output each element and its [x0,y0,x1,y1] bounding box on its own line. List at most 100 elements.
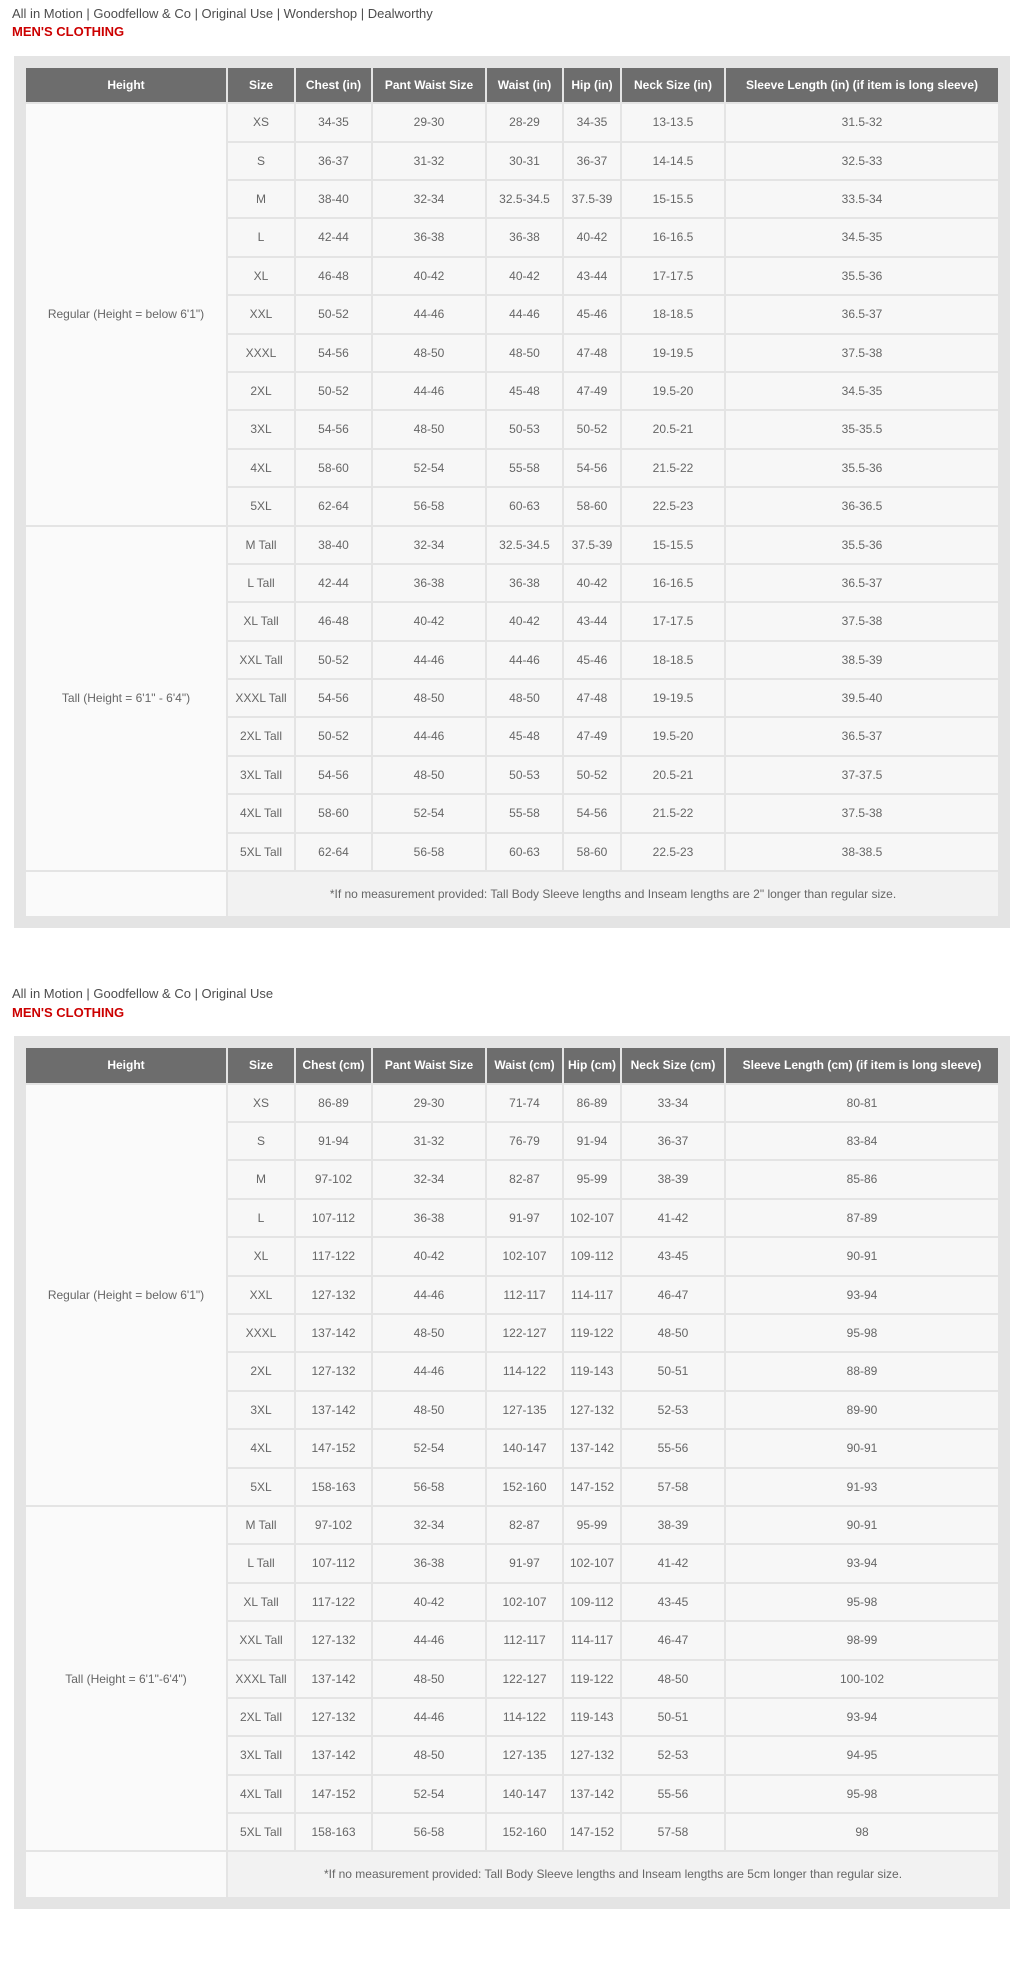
size-cell: 2XL Tall [228,718,294,755]
measurement-cell: 119-143 [564,1698,620,1736]
measurement-cell: 95-98 [726,1315,998,1352]
size-cell: XXL Tall [228,641,294,679]
measurement-cell: 102-107 [487,1238,562,1275]
measurement-cell: 137-142 [296,1391,371,1429]
size-cell: L [228,219,294,256]
measurement-cell: 50-52 [564,411,620,448]
measurement-cell: 38-40 [296,181,371,218]
size-cell: XS [228,104,294,141]
measurement-cell: 89-90 [726,1391,998,1429]
table-row: Regular (Height = below 6'1") XS 34-35 29-3… [26,104,998,525]
table-row: S 36-37 31-32 30-31 36-37 14-14.5 32.5-33 [26,142,998,180]
measurement-cell: 40-42 [564,564,620,602]
column-header-neck-size-cm: Neck Size (cm) [622,1048,724,1083]
measurement-cell: 47-48 [564,334,620,371]
table-row: 4XL 58-60 52-54 55-58 54-56 21.5-22 35.5-36 [26,449,998,487]
measurement-cell: 119-122 [564,1315,620,1352]
measurement-cell: 37.5-38 [726,603,998,640]
footnote-row: *If no measurement provided: Tall Body S… [26,872,998,917]
height-group-label: Tall (Height = 6'1" - 6'4") [26,526,226,871]
measurement-cell: 21.5-22 [622,449,724,487]
measurement-cell: 58-60 [564,488,620,525]
measurement-cell: 44-46 [373,296,485,333]
measurement-cell: 152-160 [487,1468,562,1505]
measurement-cell: 117-122 [296,1238,371,1275]
measurement-cell: 97-102 [296,1161,371,1198]
measurement-cell: 122-127 [487,1315,562,1352]
measurement-cell: 44-46 [487,641,562,679]
measurement-cell: 50-52 [296,641,371,679]
measurement-cell: 112-117 [487,1276,562,1314]
measurement-cell: 90-91 [726,1430,998,1467]
table-row: 2XL Tall 127-132 44-46 114-122 119-143 50-51 9… [26,1698,998,1736]
table-row: 2XL Tall 50-52 44-46 45-48 47-49 19.5-20 36.5-… [26,718,998,755]
measurement-cell: 36.5-37 [726,564,998,602]
measurement-cell: 137-142 [296,1737,371,1774]
measurement-cell: 86-89 [296,1084,371,1122]
measurement-cell: 55-56 [622,1430,724,1467]
measurement-cell: 158-163 [296,1468,371,1505]
measurement-cell: 36-38 [373,564,485,602]
brands-line: All in Motion | Goodfellow & Co | Origin… [12,6,433,21]
measurement-cell: 97-102 [296,1506,371,1544]
measurement-cell: 60-63 [487,833,562,871]
table-row: XXXL Tall 54-56 48-50 48-50 47-48 19-19.5 39.5… [26,680,998,717]
size-cell: XL Tall [228,603,294,640]
size-cell: XL [228,1238,294,1275]
table-row: S 91-94 31-32 76-79 91-94 36-37 83-84 [26,1123,998,1160]
column-header-hip-in: Hip (in) [564,67,620,103]
measurement-cell: 102-107 [564,1199,620,1237]
measurement-cell: 18-18.5 [622,641,724,679]
table-container-centimeters: Height Size Chest (cm) Pant Waist Size Waist… [14,1036,1010,1909]
measurement-cell: 112-117 [487,1622,562,1659]
measurement-cell: 44-46 [487,296,562,333]
measurement-cell: 83-84 [726,1123,998,1160]
measurement-cell: 34-35 [564,104,620,141]
measurement-cell: 54-56 [296,334,371,371]
measurement-cell: 57-58 [622,1468,724,1505]
size-cell: XXXL Tall [228,1660,294,1697]
size-cell: 4XL Tall [228,1775,294,1813]
measurement-cell: 54-56 [296,411,371,448]
measurement-cell: 85-86 [726,1161,998,1198]
measurement-cell: 48-50 [487,680,562,717]
height-group-label: Tall (Height = 6'1"-6'4") [26,1506,226,1851]
measurement-cell: 45-46 [564,296,620,333]
measurement-cell: 36-37 [564,142,620,180]
measurement-cell: 114-117 [564,1622,620,1659]
measurement-cell: 48-50 [373,1737,485,1774]
measurement-cell: 100-102 [726,1660,998,1697]
measurement-cell: 48-50 [373,334,485,371]
measurement-cell: 31-32 [373,1123,485,1160]
measurement-cell: 42-44 [296,219,371,256]
measurement-cell: 47-48 [564,680,620,717]
measurement-cell: 86-89 [564,1084,620,1122]
column-header-waist-in: Waist (in) [487,67,562,103]
table-row: L Tall 107-112 36-38 91-97 102-107 41-42 93-94 [26,1545,998,1582]
measurement-cell: 41-42 [622,1199,724,1237]
section-inches: All in Motion | Goodfellow & Co | Origin… [10,6,1014,929]
measurement-cell: 38-38.5 [726,833,998,871]
measurement-cell: 32-34 [373,1161,485,1198]
measurement-cell: 50-52 [296,372,371,410]
measurement-cell: 52-54 [373,449,485,487]
measurement-cell: 127-132 [296,1276,371,1314]
measurement-cell: 29-30 [373,104,485,141]
mens-size-chart-inches: Height Size Chest (in) Pant Waist Size Waist… [24,66,1000,919]
measurement-cell: 44-46 [373,1353,485,1390]
table-footnote: *If no measurement provided: Tall Body S… [228,872,998,917]
measurement-cell: 50-53 [487,411,562,448]
size-cell: XL [228,257,294,295]
measurement-cell: 36-37 [622,1123,724,1160]
brands-line: All in Motion | Goodfellow & Co | Origin… [12,986,274,1002]
measurement-cell: 94-95 [726,1737,998,1774]
measurement-cell: 35.5-36 [726,449,998,487]
measurement-cell: 90-91 [726,1238,998,1275]
measurement-cell: 43-45 [622,1238,724,1275]
measurement-cell: 137-142 [564,1430,620,1467]
size-cell: M [228,181,294,218]
measurement-cell: 36-37 [296,142,371,180]
measurement-cell: 47-49 [564,372,620,410]
column-header-hip-cm: Hip (cm) [564,1048,620,1083]
table-container-inches: Height Size Chest (in) Pant Waist Size Waist… [14,55,1010,929]
